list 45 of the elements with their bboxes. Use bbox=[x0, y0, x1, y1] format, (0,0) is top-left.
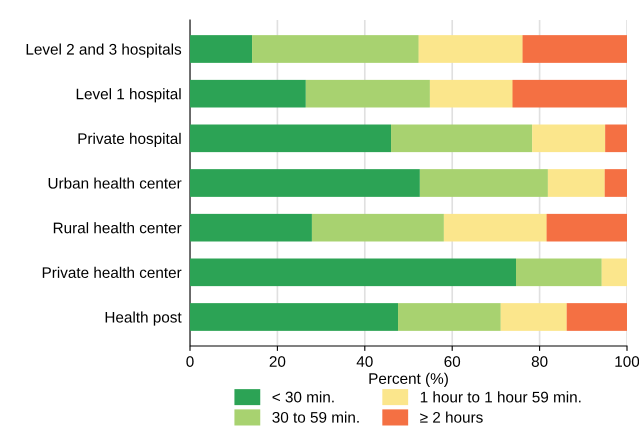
bar bbox=[605, 124, 627, 152]
bar bbox=[532, 124, 606, 152]
y-tick-label: Level 2 and 3 hospitals bbox=[26, 43, 182, 58]
x-tick-label: 60 bbox=[444, 356, 460, 367]
bar bbox=[604, 169, 627, 197]
bar bbox=[418, 35, 523, 63]
bar bbox=[312, 214, 444, 242]
bar bbox=[420, 169, 548, 197]
x-tick-label: 20 bbox=[270, 356, 286, 367]
x-axis-title: Percent (%) bbox=[369, 372, 448, 387]
bar bbox=[602, 258, 627, 286]
legend-label: 30 to 59 min. bbox=[272, 412, 359, 423]
y-tick-label: Urban health center bbox=[48, 177, 182, 189]
legend-label: 1 hour to 1 hour 59 min. bbox=[420, 391, 581, 402]
bar bbox=[391, 124, 532, 152]
bar bbox=[430, 80, 513, 108]
bar bbox=[306, 80, 430, 108]
bar bbox=[190, 303, 398, 331]
legend-label: ≥ 2 hours bbox=[420, 412, 483, 423]
y-tick-label: Private health center bbox=[42, 266, 182, 278]
bar bbox=[190, 258, 516, 286]
bar bbox=[190, 169, 420, 197]
bar bbox=[548, 169, 605, 197]
x-tick-label: 40 bbox=[356, 356, 373, 367]
y-tick-label: Private hospital bbox=[78, 132, 181, 148]
bar bbox=[190, 35, 252, 63]
bar bbox=[190, 80, 306, 108]
y-tick-label: Rural health center bbox=[54, 222, 182, 234]
legend-label: < 30 min. bbox=[272, 391, 334, 402]
bar bbox=[500, 303, 567, 331]
x-tick-label: 100 bbox=[615, 356, 639, 367]
bar bbox=[566, 303, 627, 331]
bar bbox=[512, 80, 627, 108]
bar bbox=[522, 35, 627, 63]
bar bbox=[516, 258, 602, 286]
bar bbox=[546, 214, 627, 242]
bar bbox=[190, 214, 312, 242]
y-tick-label: Level 1 hospital bbox=[76, 88, 181, 102]
x-tick-label: 0 bbox=[186, 356, 194, 367]
bar bbox=[190, 124, 392, 152]
y-tick-label: Health post bbox=[106, 311, 182, 326]
bar bbox=[444, 214, 547, 242]
bar bbox=[398, 303, 501, 331]
bar bbox=[252, 35, 419, 63]
x-tick-label: 80 bbox=[532, 356, 548, 367]
